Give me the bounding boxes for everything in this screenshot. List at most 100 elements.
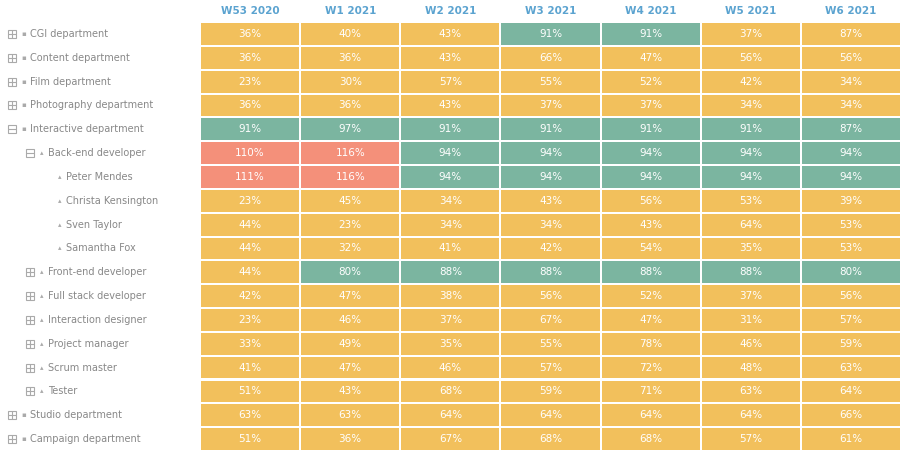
Bar	[301, 309, 399, 331]
Text: 88%: 88%	[439, 267, 462, 277]
Bar	[802, 428, 900, 450]
Bar	[301, 261, 399, 283]
Text: 94%: 94%	[840, 172, 862, 182]
Bar	[702, 309, 800, 331]
Text: 37%: 37%	[739, 29, 762, 39]
Bar	[802, 47, 900, 69]
Bar	[301, 95, 399, 116]
Text: 48%: 48%	[739, 363, 762, 373]
Text: ▪: ▪	[22, 31, 26, 37]
Text: 57%: 57%	[739, 434, 762, 444]
Text: 57%: 57%	[840, 315, 862, 325]
Bar	[702, 23, 800, 45]
Text: 67%: 67%	[539, 315, 562, 325]
Text: 34%: 34%	[539, 220, 562, 230]
Bar	[201, 309, 299, 331]
Bar	[602, 23, 700, 45]
Text: 55%: 55%	[539, 339, 562, 349]
Bar	[802, 405, 900, 426]
Text: Interaction designer: Interaction designer	[48, 315, 147, 325]
Text: 66%: 66%	[840, 410, 862, 420]
Text: 40%: 40%	[339, 29, 361, 39]
Text: 59%: 59%	[840, 339, 862, 349]
Text: Back-end developer: Back-end developer	[48, 148, 145, 158]
Bar	[502, 23, 599, 45]
Text: 37%: 37%	[439, 315, 462, 325]
Bar	[401, 285, 499, 307]
Bar	[602, 142, 700, 164]
Bar	[502, 118, 599, 140]
Text: ▪: ▪	[22, 126, 26, 132]
Text: 37%: 37%	[539, 101, 562, 110]
Bar	[702, 428, 800, 450]
Bar	[702, 333, 800, 354]
Text: 88%: 88%	[639, 267, 662, 277]
Text: 68%: 68%	[539, 434, 562, 444]
Bar	[702, 214, 800, 235]
Text: 36%: 36%	[339, 101, 362, 110]
Text: 32%: 32%	[339, 244, 362, 253]
Bar	[26, 387, 34, 396]
Text: 94%: 94%	[639, 172, 662, 182]
Text: 91%: 91%	[739, 124, 762, 134]
Text: 23%: 23%	[339, 220, 362, 230]
Text: ▴: ▴	[41, 150, 44, 156]
Text: ▴: ▴	[41, 317, 44, 323]
Bar	[401, 166, 499, 188]
Bar	[201, 47, 299, 69]
Bar	[802, 142, 900, 164]
Bar	[26, 149, 34, 157]
Text: Interactive department: Interactive department	[30, 124, 144, 134]
Bar	[26, 364, 34, 372]
Bar	[201, 166, 299, 188]
Text: 53%: 53%	[739, 196, 762, 206]
Bar	[502, 333, 599, 354]
Bar	[802, 333, 900, 354]
Text: 36%: 36%	[239, 101, 261, 110]
Text: 52%: 52%	[639, 77, 662, 87]
Text: 91%: 91%	[539, 29, 562, 39]
Text: 91%: 91%	[639, 29, 662, 39]
Bar	[8, 78, 16, 86]
Bar	[502, 381, 599, 402]
Text: 63%: 63%	[739, 387, 762, 396]
Text: 51%: 51%	[239, 387, 261, 396]
Text: 34%: 34%	[439, 196, 462, 206]
Text: 94%: 94%	[739, 148, 762, 158]
Text: Photography department: Photography department	[30, 101, 153, 110]
Text: 71%: 71%	[639, 387, 662, 396]
Text: Peter Mendes: Peter Mendes	[66, 172, 132, 182]
Text: W6 2021: W6 2021	[825, 6, 877, 16]
Text: 91%: 91%	[239, 124, 261, 134]
Bar	[0, 0, 200, 451]
Bar	[301, 142, 399, 164]
Text: Film department: Film department	[30, 77, 111, 87]
Bar	[502, 47, 599, 69]
Bar	[201, 142, 299, 164]
Text: 47%: 47%	[339, 363, 362, 373]
Text: 23%: 23%	[239, 77, 261, 87]
Text: 43%: 43%	[639, 220, 662, 230]
Text: Tester: Tester	[48, 387, 77, 396]
Text: 116%: 116%	[335, 148, 365, 158]
Text: 94%: 94%	[539, 172, 562, 182]
Text: Sven Taylor: Sven Taylor	[66, 220, 122, 230]
Bar	[702, 166, 800, 188]
Text: 63%: 63%	[339, 410, 362, 420]
Bar	[502, 309, 599, 331]
Text: 33%: 33%	[239, 339, 261, 349]
Text: ▴: ▴	[59, 198, 62, 204]
Bar	[802, 214, 900, 235]
Text: 53%: 53%	[840, 244, 862, 253]
Text: ▪: ▪	[22, 78, 26, 85]
Bar	[702, 357, 800, 378]
Bar	[201, 261, 299, 283]
Text: 56%: 56%	[840, 291, 862, 301]
Text: 68%: 68%	[439, 387, 462, 396]
Text: 78%: 78%	[639, 339, 662, 349]
Bar	[26, 340, 34, 348]
Bar	[201, 405, 299, 426]
Bar	[8, 435, 16, 443]
Bar	[602, 285, 700, 307]
Text: 46%: 46%	[339, 315, 362, 325]
